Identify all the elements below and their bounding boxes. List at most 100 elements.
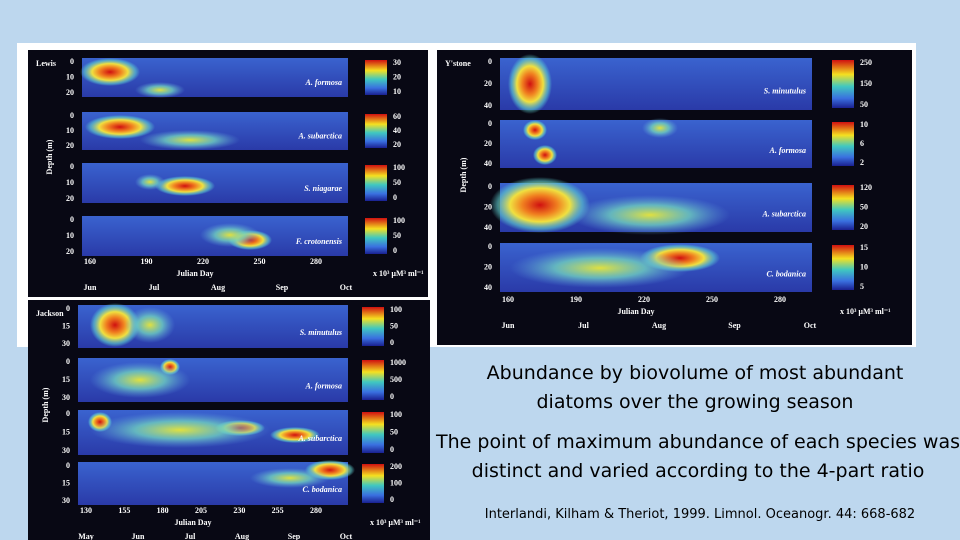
month: Aug xyxy=(211,283,225,292)
species-name: C. bodanica xyxy=(302,485,342,494)
colorbar-tick: 50 xyxy=(390,321,398,330)
month: Aug xyxy=(652,321,666,330)
heatmap-blob xyxy=(90,412,270,448)
x-tick: 205 xyxy=(195,506,207,515)
depth-tick: 20 xyxy=(484,79,492,88)
depth-tick: 0 xyxy=(70,57,74,66)
lake-name: Lewis xyxy=(36,59,56,68)
month: Jun xyxy=(502,321,515,330)
caption-note: The point of maximum abundance of each s… xyxy=(436,431,960,482)
depth-tick: 30 xyxy=(62,339,70,348)
depth-tick: 20 xyxy=(484,262,492,271)
colorbar-tick: 6 xyxy=(860,139,864,148)
depth-tick: 30 xyxy=(62,446,70,455)
x-tick: 190 xyxy=(570,295,582,304)
month: Jun xyxy=(84,283,97,292)
heatmap-blob xyxy=(90,303,140,347)
month: Sep xyxy=(728,321,741,330)
month: Oct xyxy=(804,321,817,330)
heatmap xyxy=(82,163,348,203)
species-name: A. formosa xyxy=(769,146,806,155)
depth-tick: 0 xyxy=(66,304,70,313)
x-tick: 280 xyxy=(774,295,786,304)
depth-tick: 20 xyxy=(484,202,492,211)
x-tick: 180 xyxy=(157,506,169,515)
lake-name: Jackson xyxy=(36,309,64,318)
colorbar-tick: 100 xyxy=(390,478,402,487)
heatmap-blob xyxy=(508,54,552,114)
x-tick: 280 xyxy=(310,506,322,515)
month: Jul xyxy=(578,321,589,330)
heatmap-blob xyxy=(523,120,547,140)
depth-tick: 0 xyxy=(488,119,492,128)
depth-tick: 15 xyxy=(62,375,70,384)
colorbar-tick: 0 xyxy=(393,246,397,255)
depth-tick: 0 xyxy=(488,57,492,66)
colorbar xyxy=(362,307,384,346)
depth-tick: 10 xyxy=(66,178,74,187)
x-tick: 160 xyxy=(502,295,514,304)
colorbar-tick: 5 xyxy=(860,282,864,291)
heatmap-blob xyxy=(250,468,330,488)
depth-tick: 0 xyxy=(66,409,70,418)
unit-label: x 10³ µM³ ml⁻¹ xyxy=(370,518,421,527)
x-tick: 250 xyxy=(706,295,718,304)
x-axis-label: Julian Day xyxy=(617,307,654,316)
depth-tick: 30 xyxy=(62,393,70,402)
heatmap-blob xyxy=(140,130,240,150)
colorbar xyxy=(362,464,384,503)
month: Jul xyxy=(185,532,196,540)
month: Jun xyxy=(132,532,145,540)
heatmap-blob xyxy=(155,176,215,196)
heatmap-blob xyxy=(80,58,140,86)
y-axis-label: Depth (m) xyxy=(45,139,54,174)
species-name: C. bodanica xyxy=(766,270,806,279)
x-tick: 280 xyxy=(310,257,322,266)
depth-tick: 20 xyxy=(66,88,74,97)
colorbar-tick: 1000 xyxy=(390,358,406,367)
lake-name: Y'stone xyxy=(445,59,471,68)
colorbar-tick: 50 xyxy=(390,427,398,436)
colorbar-tick: 20 xyxy=(393,140,401,149)
depth-tick: 15 xyxy=(62,321,70,330)
depth-tick: 20 xyxy=(66,194,74,203)
x-tick: 130 xyxy=(80,506,92,515)
heatmap-blob xyxy=(200,223,260,247)
depth-tick: 0 xyxy=(70,162,74,171)
species-name: F. crotonensis xyxy=(295,237,342,246)
colorbar-tick: 60 xyxy=(393,112,401,121)
depth-tick: 20 xyxy=(484,139,492,148)
x-tick: 160 xyxy=(84,257,96,266)
colorbar-tick: 100 xyxy=(390,305,402,314)
colorbar-tick: 150 xyxy=(860,79,872,88)
depth-tick: 40 xyxy=(484,223,492,232)
depth-tick: 0 xyxy=(70,215,74,224)
colorbar xyxy=(365,218,387,254)
colorbar-tick: 250 xyxy=(860,58,872,67)
colorbar xyxy=(832,185,854,230)
colorbar-tick: 50 xyxy=(860,202,868,211)
colorbar xyxy=(365,60,387,95)
colorbar xyxy=(365,165,387,201)
colorbar-tick: 100 xyxy=(390,410,402,419)
heatmap-blob xyxy=(642,118,678,138)
depth-tick: 15 xyxy=(62,427,70,436)
heatmap-blob xyxy=(270,427,320,443)
x-tick: 230 xyxy=(233,506,245,515)
x-tick: 255 xyxy=(272,506,284,515)
colorbar-tick: 100 xyxy=(393,216,405,225)
depth-tick: 30 xyxy=(62,496,70,505)
x-tick: 250 xyxy=(254,257,266,266)
heatmap-blob xyxy=(90,362,190,398)
month: Sep xyxy=(276,283,289,292)
colorbar-tick: 50 xyxy=(393,178,401,187)
colorbar-tick: 200 xyxy=(390,462,402,471)
depth-tick: 10 xyxy=(66,231,74,240)
depth-tick: 20 xyxy=(66,141,74,150)
colorbar xyxy=(362,360,384,400)
heatmap-blob xyxy=(85,115,155,139)
colorbar-tick: 0 xyxy=(390,392,394,401)
heatmap-blob xyxy=(570,195,730,235)
colorbar xyxy=(832,245,854,290)
species-name: A. formosa xyxy=(305,381,342,390)
